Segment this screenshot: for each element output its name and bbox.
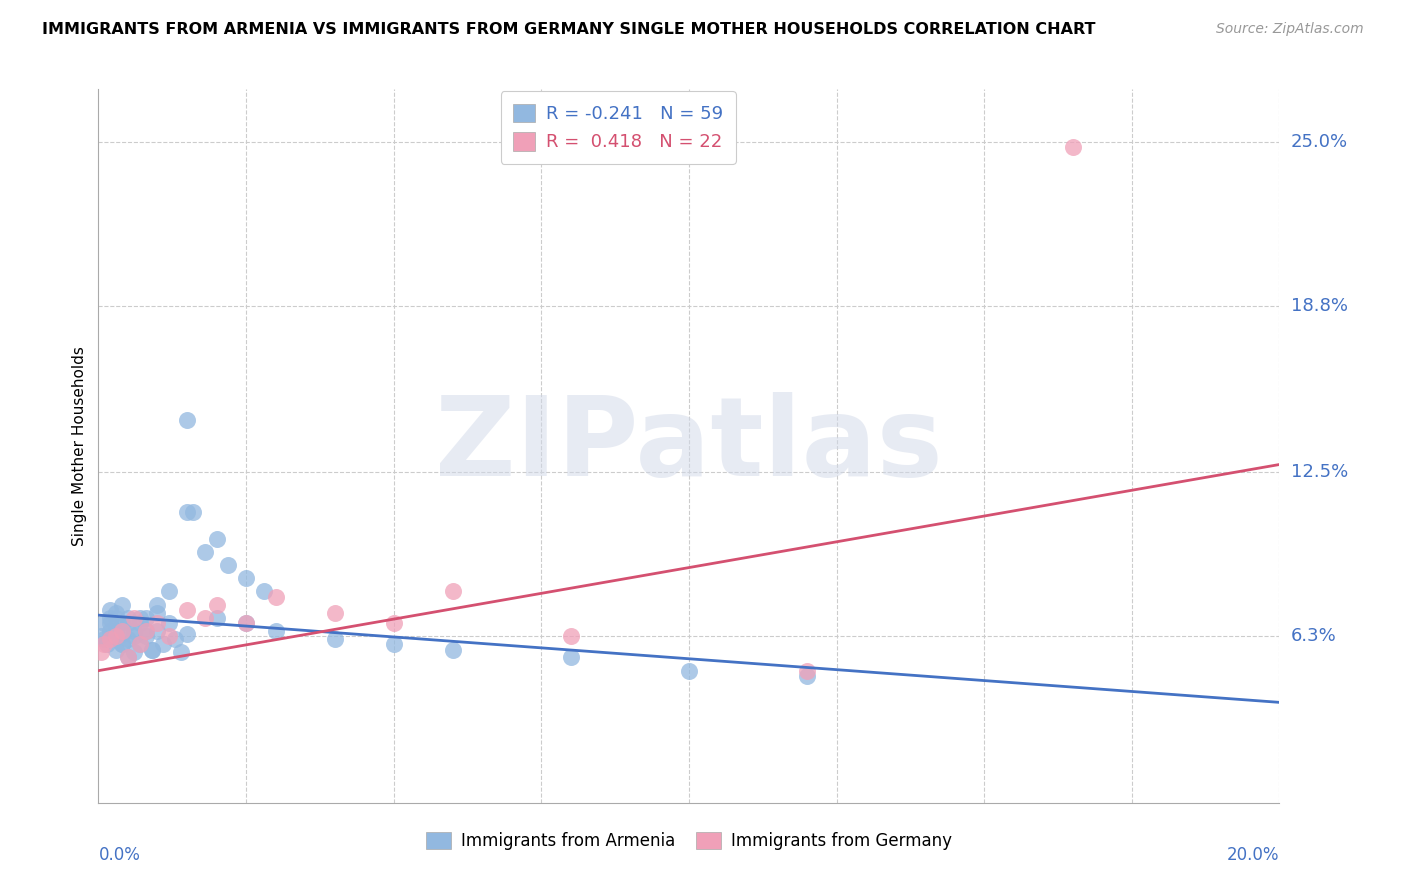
Point [176, 626, 198, 640]
Point [157, 584, 180, 599]
Point [157, 616, 180, 631]
Text: Source: ZipAtlas.com: Source: ZipAtlas.com [1216, 22, 1364, 37]
Point [217, 558, 239, 572]
Point [111, 626, 134, 640]
Text: 6.3%: 6.3% [1291, 627, 1336, 645]
Point [122, 645, 145, 659]
Point [105, 629, 128, 643]
Point [796, 664, 818, 678]
Point [176, 603, 198, 617]
Point [111, 624, 134, 638]
Point [141, 642, 163, 657]
Point [235, 616, 257, 631]
Point [146, 598, 169, 612]
Point [176, 412, 198, 426]
Point [128, 616, 150, 631]
Point [122, 611, 145, 625]
Point [111, 637, 134, 651]
Point [122, 629, 145, 643]
Text: 0.0%: 0.0% [98, 846, 141, 863]
Point [90, 629, 112, 643]
Y-axis label: Single Mother Households: Single Mother Households [72, 346, 87, 546]
Point [128, 611, 150, 625]
Point [117, 650, 139, 665]
Point [98, 611, 121, 625]
Point [264, 624, 287, 638]
Point [253, 584, 276, 599]
Legend: Immigrants from Armenia, Immigrants from Germany: Immigrants from Armenia, Immigrants from… [418, 824, 960, 859]
Point [170, 645, 193, 659]
Point [105, 624, 128, 638]
Point [135, 624, 157, 638]
Point [117, 616, 139, 631]
Text: 12.5%: 12.5% [1291, 464, 1348, 482]
Point [157, 629, 180, 643]
Point [176, 505, 198, 519]
Point [105, 611, 128, 625]
Point [194, 611, 217, 625]
Point [146, 606, 169, 620]
Point [323, 632, 346, 646]
Point [117, 611, 139, 625]
Point [122, 624, 145, 638]
Point [90, 645, 112, 659]
Point [117, 632, 139, 646]
Point [205, 532, 228, 546]
Point [98, 632, 121, 646]
Point [141, 642, 163, 657]
Point [105, 642, 128, 657]
Point [382, 637, 405, 651]
Point [205, 598, 228, 612]
Point [128, 637, 150, 651]
Text: IMMIGRANTS FROM ARMENIA VS IMMIGRANTS FROM GERMANY SINGLE MOTHER HOUSEHOLDS CORR: IMMIGRANTS FROM ARMENIA VS IMMIGRANTS FR… [42, 22, 1095, 37]
Point [382, 616, 405, 631]
Point [235, 571, 257, 585]
Point [128, 637, 150, 651]
Point [165, 632, 187, 646]
Point [441, 642, 464, 657]
Point [146, 624, 169, 638]
Point [441, 584, 464, 599]
Point [135, 629, 157, 643]
Point [111, 598, 134, 612]
Point [194, 545, 217, 559]
Text: 25.0%: 25.0% [1291, 133, 1348, 151]
Point [146, 616, 169, 631]
Point [93, 637, 115, 651]
Point [152, 637, 174, 651]
Point [235, 616, 257, 631]
Point [181, 505, 204, 519]
Point [117, 650, 139, 665]
Text: ZIPatlas: ZIPatlas [434, 392, 943, 500]
Point [93, 632, 115, 646]
Point [678, 664, 700, 678]
Point [111, 616, 134, 631]
Point [560, 650, 582, 665]
Point [98, 624, 121, 638]
Point [205, 611, 228, 625]
Point [93, 616, 115, 631]
Text: 20.0%: 20.0% [1227, 846, 1279, 863]
Point [796, 669, 818, 683]
Point [98, 603, 121, 617]
Point [111, 637, 134, 651]
Point [105, 606, 128, 620]
Point [135, 624, 157, 638]
Point [560, 629, 582, 643]
Point [98, 616, 121, 631]
Point [1062, 140, 1084, 154]
Point [264, 590, 287, 604]
Point [105, 629, 128, 643]
Point [96, 637, 118, 651]
Text: 18.8%: 18.8% [1291, 297, 1347, 315]
Point [135, 611, 157, 625]
Point [323, 606, 346, 620]
